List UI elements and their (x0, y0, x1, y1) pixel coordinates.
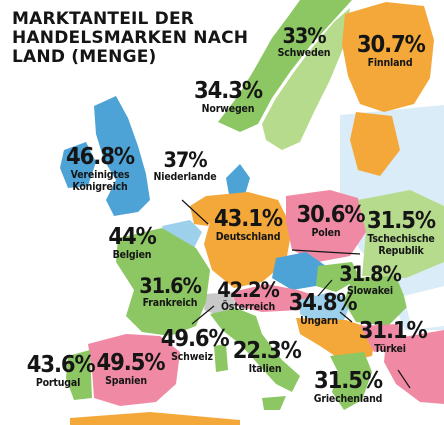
country-label-frankreich: 31.6% Frankreich (130, 274, 210, 310)
share-value: 31.6% (139, 274, 202, 298)
map-title: MARKTANTEIL DER HANDELSMARKEN NACH LAND … (12, 9, 249, 67)
leader-line-tuerkei (397, 369, 411, 389)
country-name: Ungarn (300, 315, 338, 327)
share-value: 30.6% (296, 202, 366, 228)
denmark-region (226, 164, 250, 200)
country-name: Österreich (220, 301, 276, 313)
share-value: 34.3% (194, 78, 263, 104)
leader-line-tschechische-republik (291, 249, 361, 255)
country-label-italien: 22.3% Italien (230, 338, 302, 376)
country-label-schweiz: 49.6% Schweiz (158, 326, 230, 364)
country-label-spanien: 49.5% Spanien (94, 350, 166, 388)
country-label-belgien: 44% Belgien (104, 224, 160, 262)
share-value: 34.8% (288, 290, 358, 316)
country-label-polen: 30.6% Polen (294, 202, 366, 240)
country-label-ungarn: 34.8% Ungarn (286, 290, 358, 328)
italy-region (210, 308, 300, 392)
leader-line-slowakei (317, 279, 333, 297)
country-name: Norwegen (201, 103, 255, 115)
sicily-region (262, 396, 286, 410)
country-name: Türkei (374, 343, 406, 355)
country-name: Finnland (367, 57, 413, 69)
share-value: 49.5% (96, 350, 166, 376)
norway-region (218, 0, 352, 132)
country-label-deutschland: 43.1% Deutschland (208, 206, 288, 244)
share-value: 31.5% (367, 208, 436, 234)
country-name: Schweden (277, 47, 331, 59)
share-value: 22.3% (232, 338, 302, 364)
sardinia-region (214, 344, 228, 372)
share-value: 49.6% (160, 326, 230, 352)
share-value: 31.8% (339, 262, 402, 286)
leader-line-niederlande (181, 199, 209, 225)
turkey-region (384, 330, 444, 404)
country-name: Vereinigtes Königreich (70, 169, 130, 193)
north-africa-region (70, 412, 240, 425)
share-value: 31.5% (314, 368, 383, 394)
slovakia-region (316, 262, 360, 292)
baltic-region (350, 112, 400, 176)
country-name: Griechenland (313, 393, 383, 405)
uk-region (94, 96, 150, 216)
country-label-finnland: 30.7% Finnland (354, 32, 426, 70)
country-name: Polen (311, 227, 341, 239)
share-value: 30.7% (356, 32, 426, 58)
czech-region (272, 252, 326, 290)
country-label-vereinigtes-koenigreich: 46.8% Vereinigtes Königreich (56, 144, 144, 194)
share-value: 44% (108, 224, 156, 250)
country-name: Niederlande (153, 171, 217, 183)
country-name: Spanien (105, 375, 147, 387)
germany-region (204, 192, 292, 288)
country-label-schweden: 33% Schweden (270, 24, 338, 60)
country-name: Schweiz (171, 351, 213, 363)
country-label-norwegen: 34.3% Norwegen (190, 78, 266, 116)
country-label-tschechische-republik: 31.5% Tschechische Republik (360, 208, 442, 258)
country-name: Slowakei (347, 285, 393, 297)
share-value: 46.8% (66, 144, 135, 170)
country-label-portugal: 43.6% Portugal (24, 352, 96, 390)
poland-region (286, 190, 366, 262)
share-value: 33% (282, 24, 327, 48)
country-label-slowakei: 31.8% Slowakei (336, 262, 404, 298)
country-label-oesterreich: 42.2% Österreich (214, 278, 282, 314)
share-value: 42.2% (217, 278, 280, 302)
share-value: 37% (163, 148, 208, 172)
country-name: Portugal (35, 377, 81, 389)
france-region (116, 228, 210, 336)
portugal-region (66, 350, 92, 400)
country-label-niederlande: 37% Niederlande (146, 148, 224, 184)
country-name: Italien (248, 363, 282, 375)
black-sea (404, 286, 444, 330)
spain-region (88, 334, 180, 406)
country-name: Tschechische Republik (367, 233, 435, 257)
country-label-tuerkei: 31.1% Türkei (356, 318, 428, 356)
finland-region (342, 2, 434, 112)
country-name: Frankreich (142, 297, 198, 309)
leader-line-ungarn (339, 311, 353, 323)
austria-region (232, 284, 316, 312)
romania-region (344, 276, 408, 326)
leader-line-schweiz (191, 305, 215, 325)
country-name: Belgien (112, 249, 152, 261)
country-label-griechenland: 31.5% Griechenland (306, 368, 390, 406)
share-value: 31.1% (358, 318, 428, 344)
greece-region (330, 352, 372, 410)
ukraine-region (358, 190, 444, 278)
country-name: Deutschland (215, 231, 281, 243)
share-value: 43.1% (214, 206, 283, 232)
balkans-region (296, 318, 376, 362)
share-value: 43.6% (26, 352, 96, 378)
ireland-region (60, 142, 96, 188)
sweden-region (262, 8, 350, 150)
hungary-region (300, 292, 352, 324)
